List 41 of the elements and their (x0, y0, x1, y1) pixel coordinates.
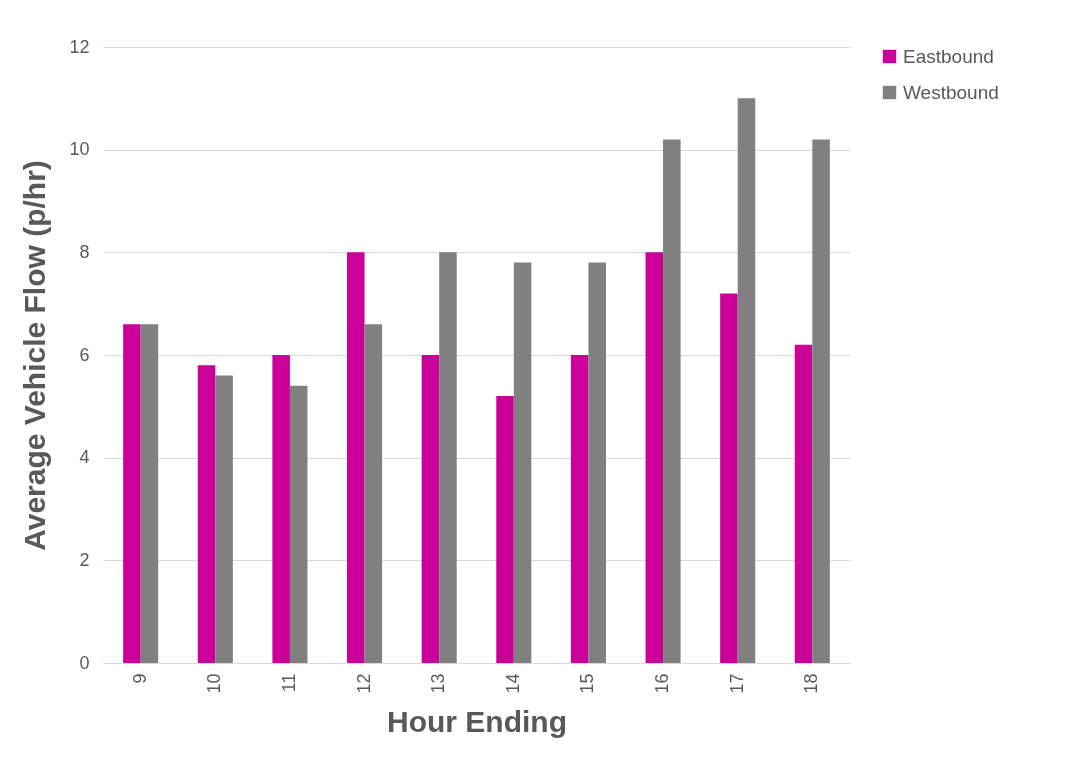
bar (272, 355, 290, 663)
bar (570, 355, 589, 663)
x-tick-label: 11 (278, 673, 299, 693)
y-tick-label: 8 (79, 241, 90, 262)
bar (645, 252, 664, 663)
x-tick-label: 13 (428, 673, 449, 694)
bar (215, 375, 233, 663)
bar (421, 355, 440, 663)
bar (663, 139, 681, 663)
bar (812, 139, 830, 663)
legend-label: Westbound (903, 81, 999, 103)
y-tick-label: 2 (79, 549, 90, 570)
x-tick-label: 15 (577, 673, 598, 694)
x-tick-label: 10 (204, 673, 225, 694)
y-tick-label: 6 (79, 344, 90, 365)
x-tick-label: 12 (353, 673, 374, 694)
legend-label: Eastbound (903, 45, 994, 67)
bar (737, 98, 756, 663)
bar (364, 324, 383, 663)
y-tick-label: 12 (69, 36, 90, 57)
bar (496, 396, 514, 663)
bar (794, 344, 813, 663)
x-tick-label: 14 (502, 673, 523, 694)
bar (347, 252, 365, 663)
x-tick-label: 18 (801, 673, 822, 694)
bar (289, 385, 308, 663)
bar (140, 324, 159, 663)
x-axis-title: Hour Ending (387, 704, 567, 738)
y-tick-label: 0 (79, 652, 90, 673)
x-tick-label: 17 (726, 673, 747, 694)
bar (123, 324, 141, 663)
x-tick-label: 16 (652, 673, 673, 694)
x-tick-label: 9 (129, 673, 150, 684)
y-tick-label: 4 (79, 447, 90, 468)
bar (439, 252, 457, 663)
bar (513, 262, 532, 663)
bar (720, 293, 738, 663)
y-axis-title: Average Vehicle Flow (p/hr) (18, 160, 52, 551)
bar (197, 365, 216, 663)
bar (588, 262, 606, 663)
y-tick-label: 10 (69, 139, 90, 160)
